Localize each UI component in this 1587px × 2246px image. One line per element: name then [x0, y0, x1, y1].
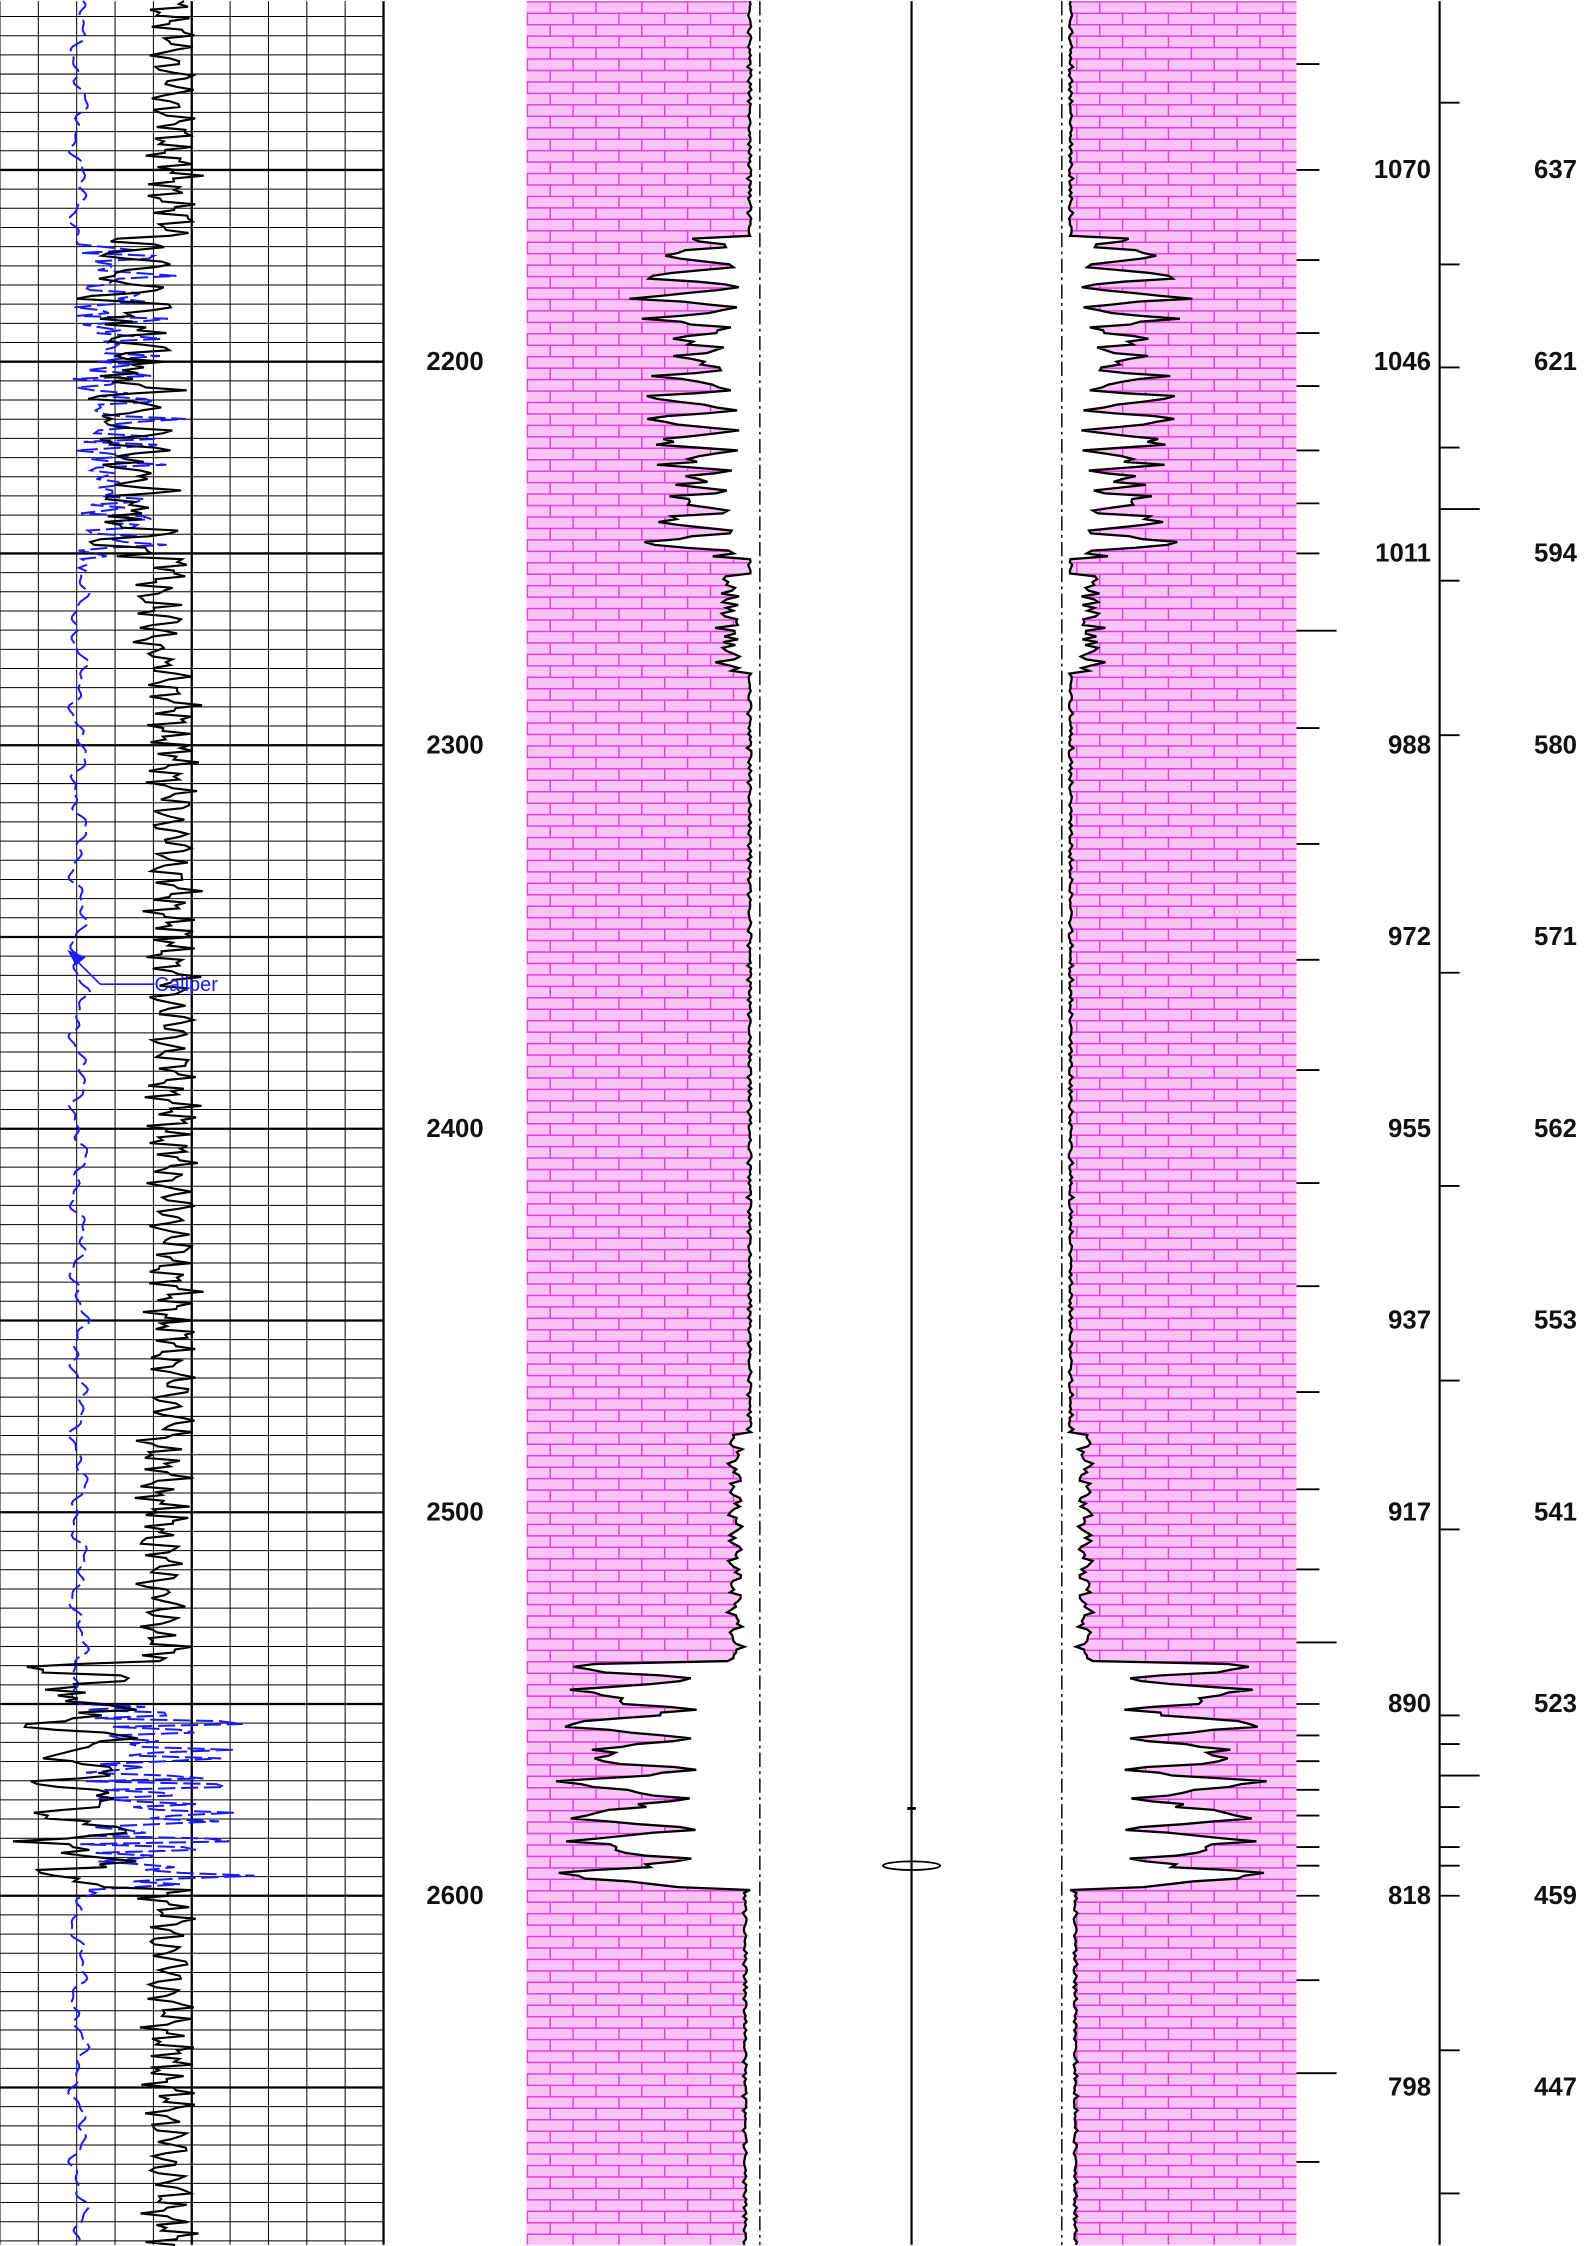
depth-label: 2600 [426, 1882, 483, 1910]
time-label: 988 [1388, 731, 1431, 759]
time-label: 798 [1388, 2074, 1431, 2102]
time-label: 818 [1388, 1882, 1431, 1910]
time-label: 972 [1388, 923, 1431, 951]
log-grid [0, 0, 385, 2246]
value-label: 637 [1534, 156, 1577, 184]
annotation-text: Caliper [155, 974, 219, 996]
caliper-curve [66, 0, 255, 2246]
time-label: 937 [1388, 1307, 1431, 1335]
depth-label: 2300 [426, 731, 483, 759]
lithology-tracks [526, 0, 1297, 2246]
value-label: 594 [1534, 540, 1578, 568]
time-label: 955 [1388, 1115, 1431, 1143]
value-label: 621 [1534, 348, 1577, 376]
time-label: 917 [1388, 1498, 1431, 1526]
depth-label: 2200 [426, 348, 483, 376]
depth-label: 2500 [426, 1498, 483, 1526]
lithology-curve [1066, 0, 1267, 2246]
limestone-fill [1068, 1, 1297, 2245]
value-label: 447 [1534, 2074, 1577, 2102]
value-label: 459 [1534, 1882, 1577, 1910]
time-label: 1046 [1374, 348, 1431, 376]
depth-label: 2400 [426, 1115, 483, 1143]
time-label: 1011 [1375, 540, 1431, 568]
center-ellipse [882, 1860, 942, 1871]
value-label: 562 [1534, 1115, 1577, 1143]
time-label: 890 [1388, 1690, 1431, 1718]
value-label: 553 [1534, 1307, 1577, 1335]
lithology-curve [555, 0, 754, 2246]
limestone-fill [526, 1, 752, 2245]
annotation-arrow [67, 949, 86, 966]
value-label: 571 [1534, 923, 1577, 951]
value-label: 541 [1534, 1498, 1577, 1526]
time-label: 1070 [1374, 156, 1431, 184]
value-label: 523 [1534, 1690, 1577, 1718]
value-label: 580 [1534, 731, 1577, 759]
gamma-curve [12, 0, 204, 2246]
labels: 2200 2300 2400 2500 2600 1070 1046 1011 988 972 95… [426, 63, 1578, 2195]
